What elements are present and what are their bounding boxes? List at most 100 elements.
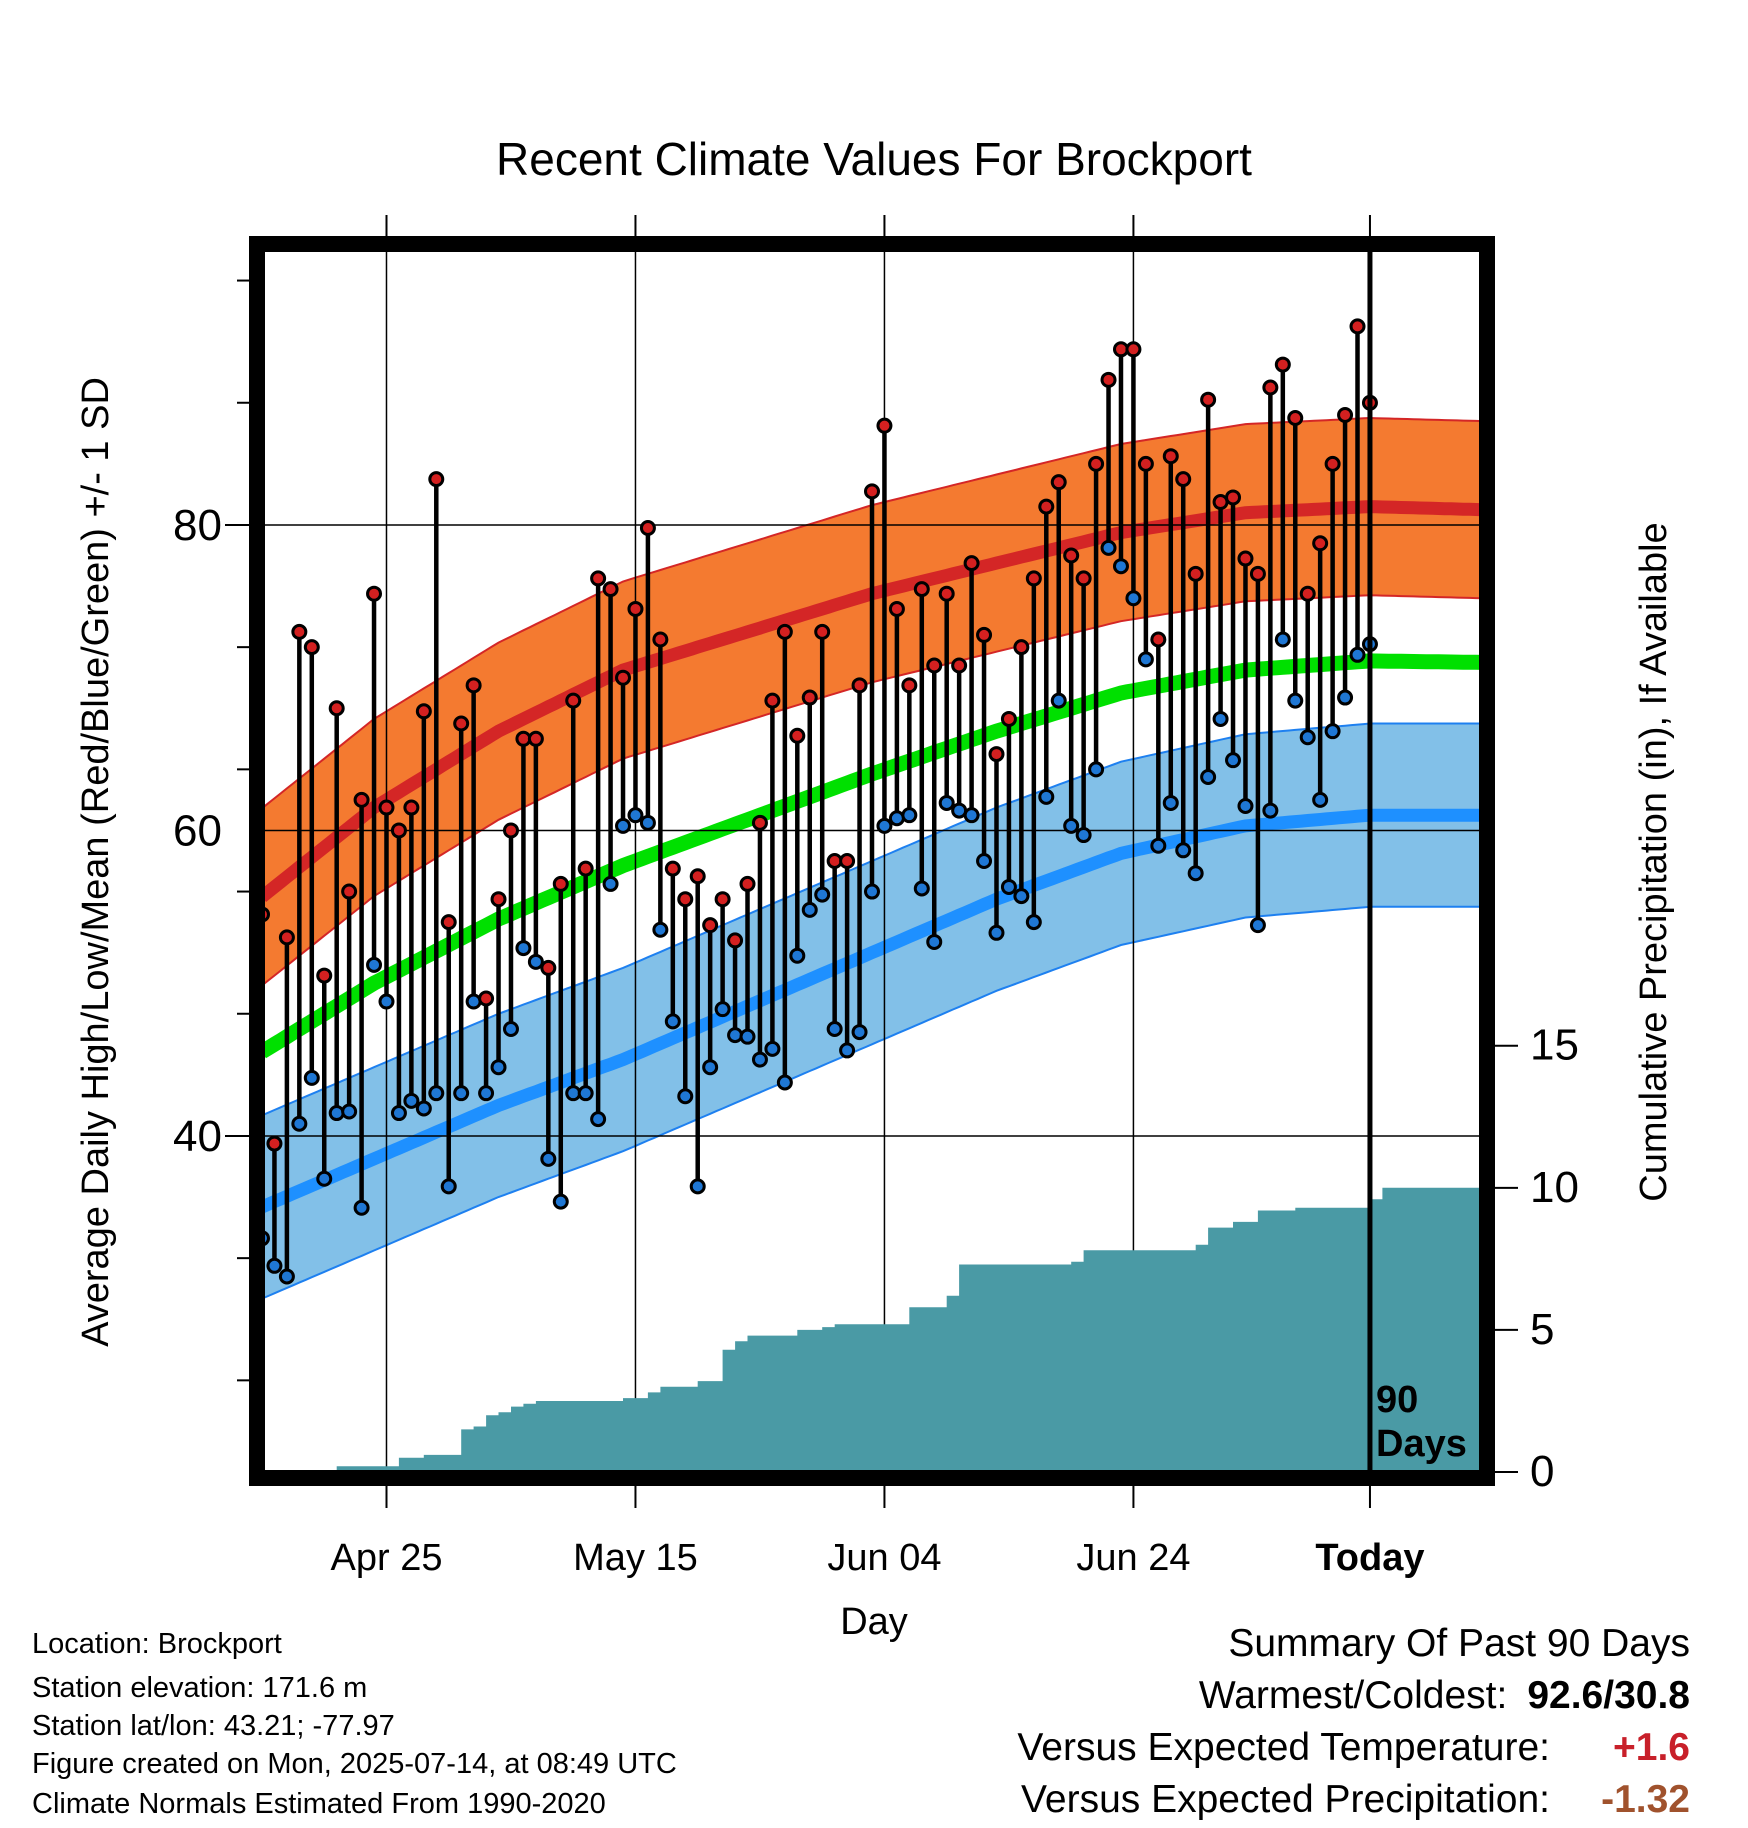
high-point-81 — [1262, 379, 1279, 396]
summary-temp: Versus Expected Temperature: +1.6 — [1017, 1724, 1690, 1772]
high-point-56 — [951, 657, 968, 674]
low-point-13 — [415, 1100, 432, 1117]
high-point-17 — [465, 677, 482, 694]
high-point-73 — [1162, 448, 1179, 465]
low-point-2 — [278, 1268, 295, 1285]
high-point-40 — [751, 814, 768, 831]
y2-tick-label-5: 5 — [1530, 1305, 1554, 1354]
low-point-18 — [478, 1085, 495, 1102]
high-point-16 — [453, 715, 470, 732]
low-point-16 — [453, 1085, 470, 1102]
high-point-82 — [1274, 356, 1291, 373]
high-point-32 — [652, 631, 669, 648]
low-point-39 — [739, 1028, 756, 1045]
low-point-79 — [1237, 798, 1254, 815]
high-point-14 — [428, 471, 445, 488]
low-point-4 — [303, 1069, 320, 1086]
high-point-65 — [1063, 547, 1080, 564]
low-point-52 — [901, 807, 918, 824]
high-point-23 — [540, 959, 557, 976]
low-point-50 — [876, 817, 893, 834]
high-point-28 — [602, 581, 619, 598]
high-point-25 — [565, 692, 582, 709]
high-point-84 — [1299, 585, 1316, 602]
high-point-12 — [403, 799, 420, 816]
info-created: Figure created on Mon, 2025-07-14, at 08… — [32, 1748, 677, 1780]
high-point-30 — [627, 600, 644, 617]
high-point-79 — [1237, 550, 1254, 567]
high-point-45 — [814, 623, 831, 640]
low-point-65 — [1063, 817, 1080, 834]
high-point-3 — [291, 623, 308, 640]
temp-label: Versus Expected Temperature: — [1017, 1726, 1550, 1769]
cumulative-precipitation-area — [262, 1187, 1482, 1472]
low-point-76 — [1200, 768, 1217, 785]
low-point-59 — [988, 924, 1005, 941]
low-point-74 — [1175, 842, 1192, 859]
low-point-54 — [926, 933, 943, 950]
high-point-86 — [1324, 455, 1341, 472]
high-point-64 — [1050, 474, 1067, 491]
high-point-22 — [527, 730, 544, 747]
high-point-58 — [976, 626, 993, 643]
high-point-62 — [1025, 570, 1042, 587]
today-label-line1: 90 — [1376, 1379, 1418, 1421]
low-point-46 — [826, 1021, 843, 1038]
low-point-53 — [913, 880, 930, 897]
low-point-86 — [1324, 723, 1341, 740]
low-point-7 — [341, 1103, 358, 1120]
low-point-49 — [864, 883, 880, 900]
high-point-36 — [702, 917, 719, 934]
high-point-60 — [1000, 710, 1017, 727]
y-axis-label: Average Daily High/Low/Mean (Red/Blue/Gr… — [75, 377, 117, 1347]
high-point-7 — [341, 883, 358, 900]
high-point-24 — [552, 875, 569, 892]
y-tick-label-40: 40 — [173, 1112, 222, 1161]
low-point-36 — [702, 1059, 719, 1076]
low-point-37 — [714, 1001, 731, 1018]
high-point-18 — [478, 990, 495, 1007]
low-point-80 — [1249, 917, 1266, 934]
high-point-74 — [1175, 471, 1192, 488]
low-point-34 — [677, 1088, 694, 1105]
low-point-26 — [577, 1085, 594, 1102]
low-point-15 — [440, 1178, 457, 1195]
high-point-11 — [390, 822, 407, 839]
low-point-23 — [540, 1150, 557, 1167]
low-point-72 — [1150, 837, 1167, 854]
high-point-68 — [1100, 371, 1117, 388]
low-point-21 — [515, 940, 532, 957]
low-point-85 — [1312, 791, 1329, 808]
x-axis-label: Day — [840, 1601, 908, 1643]
low-point-78 — [1225, 752, 1242, 769]
warmest-value: 92.6/30.8 — [1527, 1674, 1690, 1717]
low-point-43 — [789, 947, 806, 964]
high-point-76 — [1200, 391, 1217, 408]
low-point-87 — [1337, 689, 1354, 706]
high-point-43 — [789, 727, 806, 744]
low-point-28 — [602, 875, 619, 892]
high-point-5 — [316, 967, 333, 984]
low-point-29 — [615, 817, 632, 834]
high-point-52 — [901, 677, 918, 694]
y2-axis-label: Cumulative Precipitation (in), If Availa… — [1633, 522, 1675, 1201]
low-point-38 — [727, 1027, 744, 1044]
high-point-35 — [689, 868, 706, 885]
high-point-29 — [615, 669, 632, 686]
high-point-13 — [415, 703, 432, 720]
low-point-68 — [1100, 539, 1117, 556]
summary-precip: Versus Expected Precipitation: -1.32 — [1021, 1776, 1690, 1824]
high-point-61 — [1013, 639, 1030, 656]
high-point-47 — [839, 853, 856, 869]
y2-tick-label-15: 15 — [1530, 1021, 1579, 1070]
low-point-61 — [1013, 888, 1030, 905]
low-point-5 — [316, 1170, 333, 1187]
today-label-line2: Days — [1376, 1423, 1467, 1465]
low-point-31 — [639, 814, 656, 831]
info-latlon: Station lat/lon: 43.21; -77.97 — [32, 1710, 395, 1742]
precip-value: -1.32 — [1601, 1778, 1690, 1821]
low-point-3 — [291, 1115, 308, 1132]
low-point-77 — [1212, 710, 1229, 727]
low-point-71 — [1137, 651, 1154, 668]
high-point-85 — [1312, 535, 1329, 552]
